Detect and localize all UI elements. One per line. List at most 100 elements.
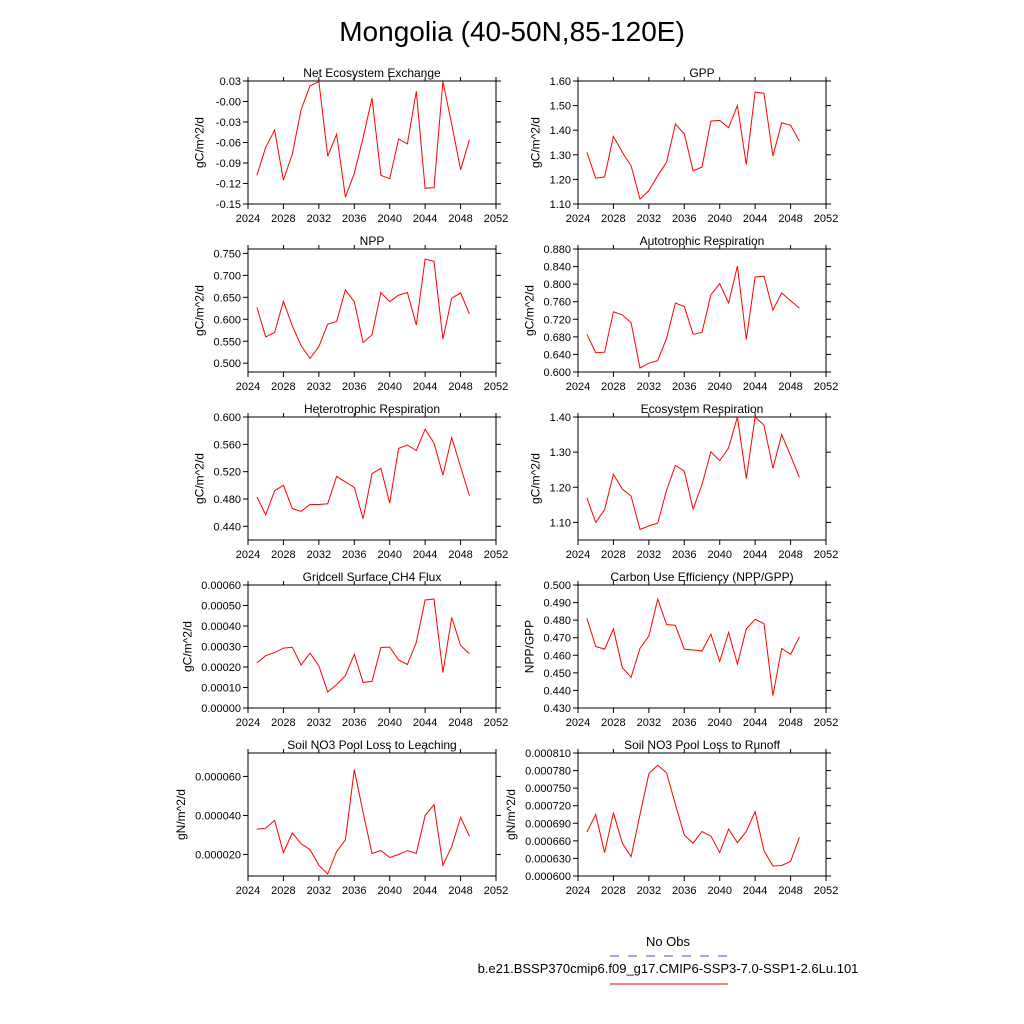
y-axis-label: NPP/GPP (523, 620, 537, 673)
y-tick-label: 1.20 (550, 174, 571, 186)
x-tick-label: 2044 (743, 717, 767, 729)
y-tick-label: 0.800 (543, 279, 571, 291)
panel-title: Soil NO3 Pool Loss to Leaching (287, 738, 456, 752)
y-tick-label: 0.680 (543, 332, 571, 344)
x-tick-label: 2044 (413, 549, 437, 561)
x-tick-label: 2032 (637, 213, 661, 225)
panels: Net Ecosystem Exchange 2024 2028 2032 2036 20… (174, 66, 838, 897)
x-tick-label: 2024 (236, 381, 260, 393)
y-tick-label: -0.12 (216, 179, 241, 191)
y-tick-label: 0.600 (213, 314, 241, 326)
y-tick-label: 0.720 (543, 314, 571, 326)
x-tick-label: 2048 (778, 213, 802, 225)
y-tick-label: 0.000600 (525, 871, 571, 883)
y-tick-label: 0.440 (543, 685, 571, 697)
y-tick-label: 0.000040 (195, 810, 241, 822)
y-tick-label: 1.30 (550, 447, 571, 459)
x-tick-label: 2028 (601, 717, 625, 729)
plot-frame (247, 752, 497, 877)
y-axis-label: gC/m^2/d (193, 285, 207, 336)
y-tick-label: 0.450 (543, 668, 571, 680)
x-tick-label: 2048 (778, 549, 802, 561)
panel-title: Carbon Use Efficiency (NPP/GPP) (610, 570, 793, 584)
y-tick-label: -0.06 (216, 138, 241, 150)
y-axis-label: gC/m^2/d (529, 453, 543, 504)
y-axis-label: gN/m^2/d (504, 789, 518, 840)
series-line (586, 265, 800, 369)
x-tick-label: 2036 (672, 213, 696, 225)
y-tick-label: 0.760 (543, 297, 571, 309)
panel-gridcell-surface-ch4-flux: Gridcell Surface CH4 Flux 2024 2028 2032 203… (180, 570, 508, 729)
x-tick-label: 2036 (342, 213, 366, 225)
x-tick-label: 2032 (637, 885, 661, 897)
panel-npp: NPP 2024 2028 2032 2036 2040 2044 2048 2052 0.500… (193, 234, 509, 393)
y-tick-label: 0.520 (213, 467, 241, 479)
x-tick-label: 2028 (601, 213, 625, 225)
x-tick-label: 2036 (342, 885, 366, 897)
series-line (256, 769, 470, 875)
x-tick-label: 2028 (601, 885, 625, 897)
y-tick-label: 0.490 (543, 598, 571, 610)
x-tick-label: 2024 (566, 213, 590, 225)
x-tick-label: 2052 (814, 213, 838, 225)
series-line (256, 80, 470, 198)
y-tick-label: 0.000660 (525, 836, 571, 848)
y-tick-label: -0.15 (216, 199, 241, 211)
y-tick-label: 0.460 (543, 650, 571, 662)
x-tick-label: 2024 (566, 885, 590, 897)
x-tick-label: 2040 (377, 213, 401, 225)
y-tick-label: -0.00 (216, 97, 241, 109)
x-tick-label: 2032 (307, 885, 331, 897)
x-tick-label: 2032 (307, 213, 331, 225)
y-tick-label: 0.500 (543, 580, 571, 592)
y-tick-label: 0.880 (543, 244, 571, 256)
x-tick-label: 2040 (707, 717, 731, 729)
x-tick-label: 2028 (271, 717, 295, 729)
y-axis-label: gC/m^2/d (193, 117, 207, 168)
panel-soil-no3-pool-loss-to-runoff: Soil NO3 Pool Loss to Runoff 2024 2028 2032… (504, 738, 838, 897)
y-tick-label: 0.600 (213, 412, 241, 424)
panel-carbon-use-efficiency-npp-gpp: Carbon Use Efficiency (NPP/GPP) 2024 2028 2… (523, 570, 839, 729)
y-tick-label: 1.20 (550, 482, 571, 494)
legend-label-no-obs: No Obs (646, 934, 691, 949)
y-tick-label: -0.03 (216, 117, 241, 129)
plot-frame (247, 416, 497, 541)
x-tick-label: 2052 (484, 549, 508, 561)
y-tick-label: 0.000780 (525, 766, 571, 778)
x-tick-label: 2028 (601, 549, 625, 561)
y-tick-label: 0.000630 (525, 853, 571, 865)
x-tick-label: 2028 (271, 381, 295, 393)
y-tick-label: 0.00000 (201, 703, 241, 715)
series-line (586, 415, 800, 531)
x-tick-label: 2036 (672, 381, 696, 393)
y-tick-label: -0.09 (216, 158, 241, 170)
y-tick-label: 1.50 (550, 101, 571, 113)
y-tick-label: 1.60 (550, 76, 571, 88)
panel-heterotrophic-respiration: Heterotrophic Respiration 2024 2028 2032 203… (193, 402, 509, 561)
panel-title: Ecosystem Respiration (641, 402, 764, 416)
x-tick-label: 2044 (413, 381, 437, 393)
panel-title: Net Ecosystem Exchange (303, 66, 441, 80)
y-tick-label: 0.600 (543, 367, 571, 379)
y-tick-label: 0.000810 (525, 748, 571, 760)
panel-gpp: GPP 2024 2028 2032 2036 2040 2044 2048 2052 1.10 1… (529, 66, 839, 225)
x-tick-label: 2024 (566, 549, 590, 561)
plot-frame (577, 752, 827, 877)
x-tick-label: 2048 (448, 885, 472, 897)
y-tick-label: 1.30 (550, 150, 571, 162)
x-tick-label: 2048 (778, 717, 802, 729)
y-tick-label: 0.000020 (195, 850, 241, 862)
x-tick-label: 2040 (707, 213, 731, 225)
x-tick-label: 2036 (672, 549, 696, 561)
x-tick-label: 2040 (707, 381, 731, 393)
y-tick-label: 0.000750 (525, 783, 571, 795)
y-tick-label: 0.00010 (201, 683, 241, 695)
y-axis-label: gC/m^2/d (193, 453, 207, 504)
x-tick-label: 2052 (484, 213, 508, 225)
x-tick-label: 2040 (377, 885, 401, 897)
x-tick-label: 2028 (271, 549, 295, 561)
y-tick-label: 1.40 (550, 125, 571, 137)
series-line (586, 764, 800, 867)
y-tick-label: 0.500 (213, 358, 241, 370)
y-axis-label: gC/m^2/d (180, 621, 194, 672)
